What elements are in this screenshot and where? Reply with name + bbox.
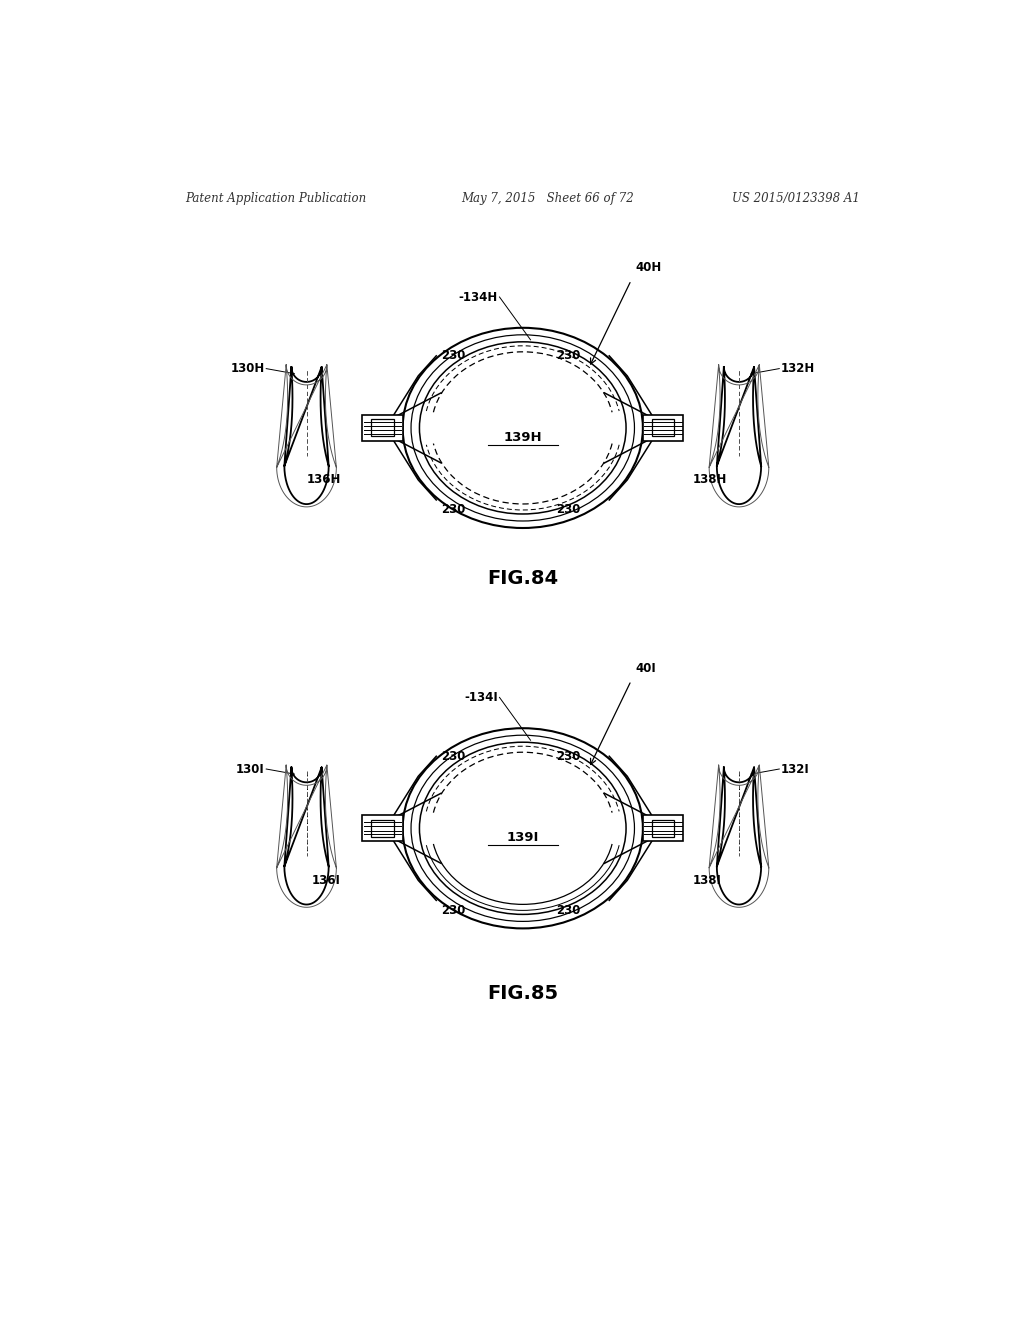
Text: FIG.85: FIG.85 bbox=[487, 985, 557, 1003]
Text: FIG.84: FIG.84 bbox=[487, 569, 557, 587]
Text: 230: 230 bbox=[440, 904, 465, 917]
Text: 230: 230 bbox=[440, 750, 465, 763]
Text: 130I: 130I bbox=[235, 763, 264, 776]
Bar bbox=[642, 414, 683, 441]
Text: 40H: 40H bbox=[635, 261, 660, 275]
Text: 138H: 138H bbox=[692, 474, 727, 487]
Text: May 7, 2015   Sheet 66 of 72: May 7, 2015 Sheet 66 of 72 bbox=[461, 191, 633, 205]
Bar bbox=[362, 816, 403, 841]
Text: US 2015/0123398 A1: US 2015/0123398 A1 bbox=[732, 191, 859, 205]
Text: Patent Application Publication: Patent Application Publication bbox=[185, 191, 367, 205]
Text: 230: 230 bbox=[555, 503, 580, 516]
Text: 230: 230 bbox=[555, 904, 580, 917]
Text: 230: 230 bbox=[440, 350, 465, 362]
Text: -134H: -134H bbox=[459, 290, 497, 304]
Text: 130H: 130H bbox=[230, 362, 264, 375]
Text: 136I: 136I bbox=[312, 874, 340, 887]
Text: 230: 230 bbox=[440, 503, 465, 516]
Ellipse shape bbox=[403, 729, 642, 928]
Bar bbox=[651, 420, 674, 437]
Text: 139I: 139I bbox=[506, 832, 538, 843]
Ellipse shape bbox=[403, 327, 642, 528]
Text: 136H: 136H bbox=[306, 474, 340, 487]
Bar bbox=[651, 820, 674, 837]
Text: 138I: 138I bbox=[692, 874, 720, 887]
Text: 132H: 132H bbox=[781, 362, 814, 375]
Text: 230: 230 bbox=[555, 750, 580, 763]
Text: 139H: 139H bbox=[503, 430, 541, 444]
Bar bbox=[371, 420, 393, 437]
Text: -134I: -134I bbox=[464, 690, 497, 704]
Bar bbox=[642, 816, 683, 841]
Text: 132I: 132I bbox=[781, 763, 809, 776]
Bar bbox=[362, 414, 403, 441]
Text: 230: 230 bbox=[555, 350, 580, 362]
Bar bbox=[371, 820, 393, 837]
Text: 40I: 40I bbox=[635, 661, 655, 675]
